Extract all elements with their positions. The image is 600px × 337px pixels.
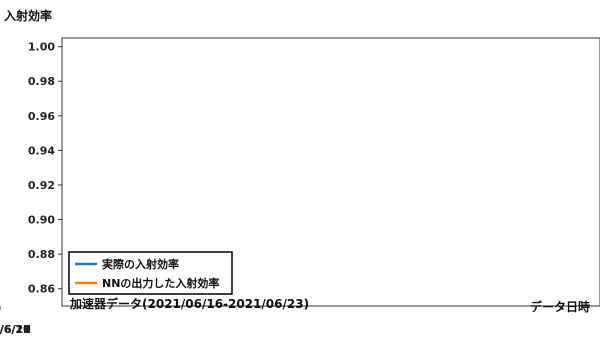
legend-box: [68, 251, 233, 295]
x-tick-label: 2021/6/21: [0, 323, 31, 336]
y-tick-label: 0.90: [28, 214, 55, 227]
legend-label-actual: 実際の入射効率: [102, 257, 179, 271]
y-tick-label: 0.96: [28, 110, 55, 123]
y-axis-title: 入射効率: [4, 8, 52, 23]
legend: 実際の入射効率 NNの出力した入射効率: [68, 251, 233, 295]
x-tick-label: 2021/6/18: [0, 323, 31, 336]
dataset-annotation: 加速器データ(2021/06/16-2021/06/23): [69, 296, 309, 311]
x-tick-label: 2021/6/20: [0, 323, 31, 336]
x-axis-ticks: 2021/6/172021/6/182021/6/192021/6/202021…: [0, 306, 31, 336]
y-tick-label: 0.88: [28, 248, 55, 261]
y-tick-label: 0.98: [28, 75, 55, 88]
x-axis-title: データ日時: [530, 299, 590, 314]
y-tick-label: 0.86: [28, 283, 55, 296]
y-tick-label: 1.00: [28, 41, 55, 54]
y-axis-ticks: 0.86 0.88 0.90 0.92 0.94 0.96 0.98 1.00: [28, 41, 62, 296]
x-tick-label: 2021/6/22: [0, 323, 31, 336]
plot-area-frame: [61, 37, 600, 307]
x-tick-label: 2021/6/17: [0, 323, 31, 336]
y-tick-label: 0.92: [28, 179, 55, 192]
y-tick-label: 0.94: [28, 144, 55, 157]
x-tick-label: 2021/6/19: [0, 323, 31, 336]
legend-label-nn: NNの出力した入射効率: [102, 276, 219, 290]
